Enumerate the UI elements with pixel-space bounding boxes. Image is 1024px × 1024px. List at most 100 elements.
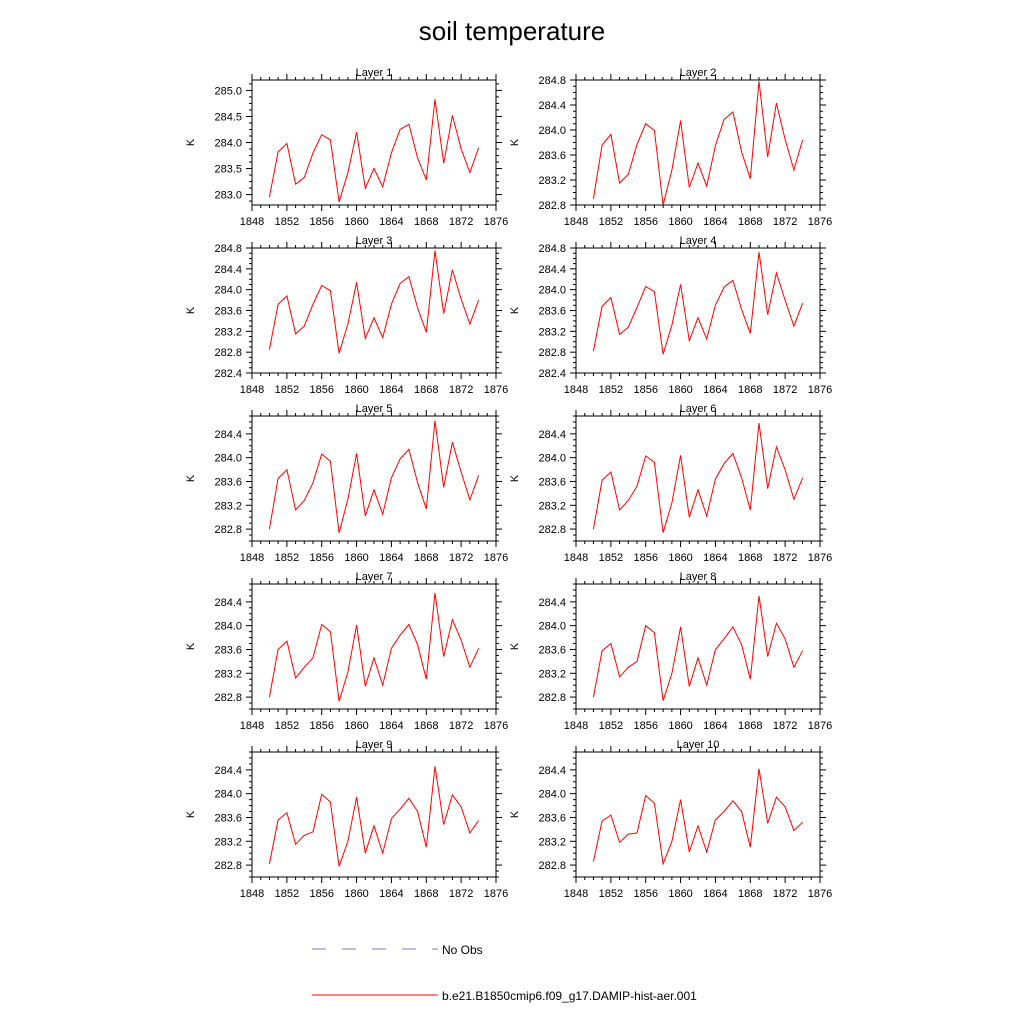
- x-tick-label: 1876: [484, 888, 508, 900]
- panel-title: Layer 1: [356, 67, 393, 79]
- legend-model-label: b.e21.B1850cmip6.f09_g17.DAMIP-hist-aer.…: [442, 989, 697, 1003]
- y-tick-label: 284.0: [214, 789, 242, 801]
- x-tick-label: 1868: [738, 216, 762, 228]
- y-tick-label: 284.0: [214, 138, 242, 150]
- y-tick-label: 283.2: [538, 668, 566, 680]
- y-tick-label: 283.2: [538, 500, 566, 512]
- y-tick-label: 284.8: [538, 75, 566, 87]
- x-tick-label: 1864: [703, 552, 727, 564]
- y-axis-label: K: [185, 306, 197, 314]
- x-tick-label: 1848: [240, 216, 264, 228]
- x-tick-label: 1872: [773, 384, 797, 396]
- y-axis-label: K: [185, 810, 197, 818]
- y-tick-label: 282.4: [538, 368, 566, 380]
- x-tick-label: 1864: [379, 888, 403, 900]
- y-tick-label: 283.6: [214, 306, 242, 318]
- x-tick-label: 1864: [703, 216, 727, 228]
- panel-layer-10: Layer 10 K 1848 1852 1856 1860 1864 1868 1872 187…: [509, 739, 832, 900]
- x-tick-label: 1872: [773, 552, 797, 564]
- x-tick-label: 1872: [773, 216, 797, 228]
- x-tick-label: 1864: [703, 888, 727, 900]
- x-tick-label: 1856: [309, 384, 333, 396]
- x-tick-label: 1876: [484, 552, 508, 564]
- x-tick-label: 1848: [564, 216, 588, 228]
- x-tick-label: 1860: [668, 720, 692, 732]
- y-tick-label: 284.8: [214, 243, 242, 255]
- x-tick-label: 1868: [414, 384, 438, 396]
- y-tick-label: 284.0: [214, 285, 242, 297]
- panel-layer-6: Layer 6 K 1848 1852 1856 1860 1864 1868 1872 1876…: [509, 403, 832, 564]
- panel-layer-5: Layer 5 K 1848 1852 1856 1860 1864 1868 1872 1876…: [185, 403, 508, 564]
- series-line: [268, 250, 480, 354]
- y-tick-label: 283.2: [214, 326, 242, 338]
- x-tick-label: 1852: [599, 384, 623, 396]
- x-tick-label: 1872: [449, 216, 473, 228]
- y-axis-label: K: [509, 474, 521, 482]
- plot-frame: [575, 247, 821, 374]
- x-tick-label: 1852: [275, 720, 299, 732]
- x-tick-label: 1852: [275, 888, 299, 900]
- x-tick-label: 1868: [738, 720, 762, 732]
- panel-layer-3: Layer 3 K 1848 1852 1856 1860 1864 1868 1872 1876…: [185, 235, 508, 396]
- x-tick-label: 1856: [633, 552, 657, 564]
- y-tick-label: 284.4: [538, 429, 566, 441]
- x-tick-label: 1876: [808, 552, 832, 564]
- y-tick-label: 284.0: [538, 453, 566, 465]
- x-tick-label: 1848: [564, 552, 588, 564]
- y-tick-label: 284.4: [214, 264, 242, 276]
- y-tick-label: 284.4: [538, 100, 566, 112]
- x-tick-label: 1852: [275, 216, 299, 228]
- y-axis-label: K: [509, 642, 521, 650]
- y-tick-label: 283.6: [214, 476, 242, 488]
- x-tick-label: 1852: [599, 888, 623, 900]
- x-tick-label: 1848: [240, 720, 264, 732]
- y-tick-label: 282.8: [214, 524, 242, 536]
- panel-title: Layer 7: [356, 571, 393, 583]
- plot-frame: [251, 247, 497, 374]
- x-tick-label: 1856: [633, 384, 657, 396]
- y-tick-label: 283.0: [214, 190, 242, 202]
- legend: No Obs b.e21.B1850cmip6.f09_g17.DAMIP-hi…: [312, 943, 697, 1003]
- x-tick-label: 1868: [414, 720, 438, 732]
- x-tick-label: 1876: [484, 384, 508, 396]
- y-axis-label: K: [509, 306, 521, 314]
- y-tick-label: 282.4: [214, 368, 242, 380]
- x-tick-label: 1868: [738, 552, 762, 564]
- y-tick-label: 282.8: [214, 692, 242, 704]
- x-tick-label: 1860: [668, 216, 692, 228]
- x-tick-label: 1852: [599, 216, 623, 228]
- x-tick-label: 1848: [564, 720, 588, 732]
- x-tick-label: 1860: [344, 216, 368, 228]
- y-tick-label: 285.0: [214, 85, 242, 97]
- x-tick-label: 1872: [449, 720, 473, 732]
- y-axis-label: K: [185, 138, 197, 146]
- y-tick-label: 283.6: [538, 306, 566, 318]
- y-tick-label: 282.8: [538, 200, 566, 212]
- x-tick-label: 1864: [703, 384, 727, 396]
- y-tick-label: 284.4: [538, 264, 566, 276]
- x-tick-label: 1872: [449, 888, 473, 900]
- y-tick-label: 283.2: [214, 500, 242, 512]
- y-tick-label: 283.6: [538, 812, 566, 824]
- x-tick-label: 1864: [379, 216, 403, 228]
- y-tick-label: 283.2: [214, 836, 242, 848]
- x-tick-label: 1856: [633, 720, 657, 732]
- y-tick-label: 284.0: [538, 621, 566, 633]
- series-line: [268, 420, 480, 533]
- x-tick-label: 1876: [808, 216, 832, 228]
- y-axis-label: K: [509, 138, 521, 146]
- x-tick-label: 1856: [633, 216, 657, 228]
- y-tick-label: 283.2: [214, 668, 242, 680]
- x-tick-label: 1864: [379, 720, 403, 732]
- x-tick-label: 1852: [599, 720, 623, 732]
- series-line: [592, 81, 804, 206]
- y-tick-label: 284.4: [214, 597, 242, 609]
- y-tick-label: 284.4: [214, 429, 242, 441]
- y-tick-label: 284.4: [214, 765, 242, 777]
- x-tick-label: 1876: [808, 384, 832, 396]
- panel-title: Layer 4: [680, 235, 717, 247]
- y-tick-label: 283.6: [538, 150, 566, 162]
- y-axis-label: K: [509, 810, 521, 818]
- y-tick-label: 284.0: [214, 621, 242, 633]
- x-tick-label: 1856: [309, 216, 333, 228]
